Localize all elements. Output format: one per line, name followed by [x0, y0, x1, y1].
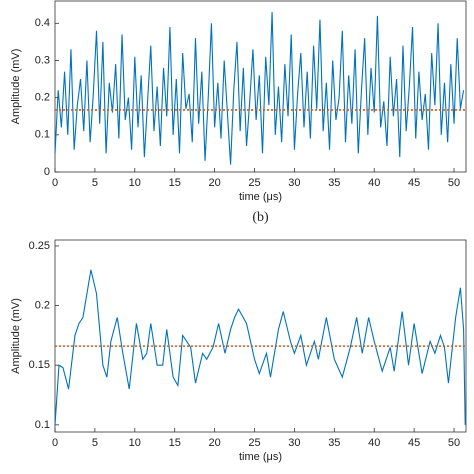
x-tick-label: 5	[92, 437, 98, 449]
x-tick-label: 25	[248, 437, 260, 449]
y-tick-label: 0	[44, 166, 50, 178]
y-tick-label: 0.2	[35, 92, 50, 104]
plot-area	[54, 239, 467, 433]
x-tick-label: 5	[92, 177, 98, 189]
y-axis-label: Amplitude (mV)	[10, 298, 22, 374]
x-tick-label: 45	[408, 177, 420, 189]
data-line	[54, 269, 466, 425]
y-tick-label: 0.4	[35, 17, 50, 29]
x-tick-label: 35	[328, 437, 340, 449]
x-tick-label: 0	[52, 177, 58, 189]
x-tick-label: 20	[208, 177, 220, 189]
x-tick-label: 40	[368, 437, 380, 449]
x-tick-label: 10	[129, 177, 141, 189]
x-tick-label: 25	[248, 177, 260, 189]
y-axis-label: Amplitude (mV)	[10, 49, 22, 125]
x-tick-label: 35	[328, 177, 340, 189]
y-tick-label: 0.1	[35, 129, 50, 141]
caption: (b)	[252, 210, 269, 225]
y-tick-label: 0.2	[35, 299, 50, 311]
data-line	[54, 12, 465, 165]
x-tick-label: 50	[448, 437, 460, 449]
x-tick-label: 30	[288, 177, 300, 189]
x-tick-label: 10	[129, 437, 141, 449]
x-axis-label: time (μs)	[239, 191, 282, 203]
x-axis-label: time (μs)	[239, 451, 282, 463]
x-tick-label: 45	[408, 437, 420, 449]
y-tick-label: 0.1	[35, 419, 50, 431]
x-tick-label: 20	[208, 437, 220, 449]
y-tick-label: 0.25	[29, 240, 50, 252]
x-tick-label: 15	[169, 437, 181, 449]
y-tick-label: 0.15	[29, 359, 50, 371]
x-tick-label: 50	[448, 177, 460, 189]
x-tick-label: 40	[368, 177, 380, 189]
y-tick-label: 0.3	[35, 54, 50, 66]
x-tick-label: 15	[169, 177, 181, 189]
x-tick-label: 0	[52, 437, 58, 449]
x-tick-label: 30	[288, 437, 300, 449]
